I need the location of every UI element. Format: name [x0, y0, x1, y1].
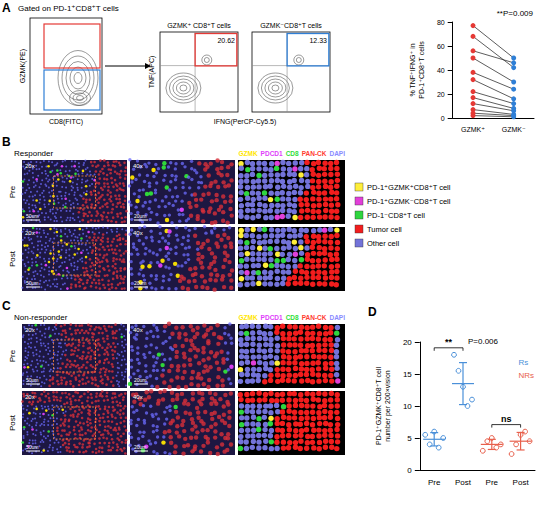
svg-text:B: B — [2, 135, 11, 149]
svg-text:Pre: Pre — [8, 185, 17, 198]
svg-text:50um: 50um — [26, 280, 39, 286]
svg-text:GZMK⁻CD8⁺T cells: GZMK⁻CD8⁺T cells — [260, 22, 322, 29]
svg-text:20um: 20um — [134, 377, 147, 383]
svg-text:12.33: 12.33 — [309, 37, 327, 44]
svg-text:Non-responder: Non-responder — [14, 313, 68, 322]
svg-text:Rs: Rs — [518, 358, 528, 367]
svg-text:Responder: Responder — [14, 149, 53, 158]
svg-text:TNF(APC): TNF(APC) — [148, 56, 156, 89]
svg-text:20: 20 — [437, 91, 445, 98]
svg-text:Post: Post — [455, 478, 472, 487]
svg-text:PD-1⁺CD8⁺T cells: PD-1⁺CD8⁺T cells — [418, 41, 425, 99]
svg-text:Post: Post — [513, 478, 530, 487]
svg-text:20um: 20um — [134, 444, 147, 450]
svg-text:Post: Post — [8, 414, 17, 431]
svg-text:50um: 50um — [26, 377, 39, 383]
svg-text:PD-1⁺GZMK⁺CD8⁺T cell: PD-1⁺GZMK⁺CD8⁺T cell — [367, 183, 451, 192]
svg-text:40x: 40x — [133, 230, 143, 236]
svg-text:Gated on PD-1⁺CD8⁺T cells: Gated on PD-1⁺CD8⁺T cells — [18, 4, 119, 13]
svg-text:80: 80 — [437, 19, 445, 26]
svg-text:20: 20 — [403, 338, 412, 347]
svg-text:Post: Post — [8, 250, 17, 267]
svg-text:GZMKPDCD1CD8PAN-CKDAPI: GZMKPDCD1CD8PAN-CKDAPI — [238, 150, 345, 157]
svg-text:Pre: Pre — [486, 478, 499, 487]
svg-text:50um: 50um — [26, 444, 39, 450]
svg-text:20x: 20x — [25, 230, 35, 236]
svg-text:IFNG(PerCP-Cy5.5): IFNG(PerCP-Cy5.5) — [214, 118, 277, 126]
svg-text:Pre: Pre — [428, 478, 441, 487]
svg-text:60: 60 — [437, 43, 445, 50]
svg-text:**: ** — [445, 337, 453, 347]
svg-text:Tumor cell: Tumor cell — [367, 225, 402, 234]
svg-text:10: 10 — [403, 402, 412, 411]
svg-text:number per 200×vision: number per 200×vision — [384, 370, 392, 442]
svg-text:NRs: NRs — [518, 371, 534, 380]
svg-text:% TNF⁺IFNG⁺ in: % TNF⁺IFNG⁺ in — [409, 43, 416, 96]
svg-text:GZMK⁻: GZMK⁻ — [502, 126, 526, 133]
svg-text:40x: 40x — [133, 163, 143, 169]
svg-text:D: D — [368, 305, 377, 319]
svg-text:40x: 40x — [133, 327, 143, 333]
svg-text:ns: ns — [501, 414, 512, 424]
svg-text:GZMK⁺: GZMK⁺ — [461, 126, 485, 133]
svg-text:Pre: Pre — [8, 349, 17, 362]
svg-text:20.62: 20.62 — [217, 37, 235, 44]
svg-text:20um: 20um — [134, 213, 147, 219]
svg-text:5: 5 — [407, 434, 412, 443]
svg-text:15: 15 — [403, 370, 412, 379]
svg-text:**P=0.009: **P=0.009 — [497, 9, 534, 18]
svg-text:20x: 20x — [25, 327, 35, 333]
svg-text:Other cell: Other cell — [367, 239, 399, 248]
svg-text:CD8(FITC): CD8(FITC) — [49, 118, 83, 126]
svg-text:0: 0 — [441, 115, 445, 122]
svg-text:C: C — [2, 299, 11, 313]
svg-text:20x: 20x — [25, 394, 35, 400]
svg-text:20x: 20x — [25, 163, 35, 169]
svg-text:PD-1⁻CD8⁺T cell: PD-1⁻CD8⁺T cell — [367, 211, 425, 220]
svg-text:GZMK⁺ CD8⁺T cells: GZMK⁺ CD8⁺T cells — [167, 22, 231, 29]
svg-text:P=0.006: P=0.006 — [468, 337, 499, 346]
svg-text:GZMKPDCD1CD8PAN-CKDAPI: GZMKPDCD1CD8PAN-CKDAPI — [238, 314, 345, 321]
svg-text:PD-1⁺GZMK⁻CD8⁺T cell: PD-1⁺GZMK⁻CD8⁺T cell — [367, 197, 451, 206]
svg-text:50um: 50um — [26, 213, 39, 219]
svg-text:PD-1⁺GZMK⁺CD8⁺T cell: PD-1⁺GZMK⁺CD8⁺T cell — [375, 367, 382, 445]
svg-text:40: 40 — [437, 67, 445, 74]
svg-text:40x: 40x — [133, 394, 143, 400]
svg-text:A: A — [2, 1, 11, 15]
svg-text:20um: 20um — [134, 280, 147, 286]
svg-text:GZMK(PE): GZMK(PE) — [19, 49, 27, 83]
svg-text:0: 0 — [407, 466, 412, 475]
